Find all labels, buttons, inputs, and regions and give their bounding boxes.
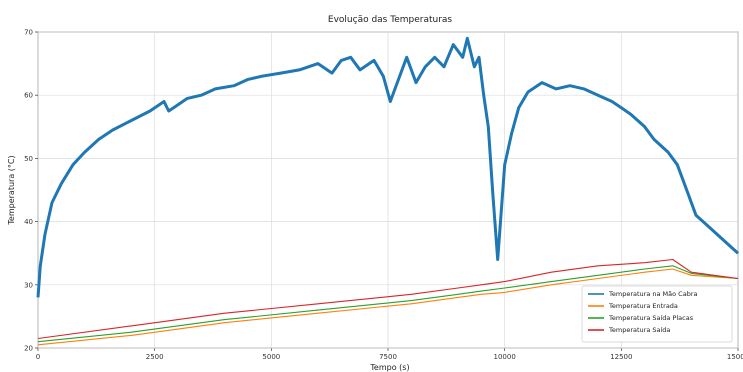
- x-tick-label: 10000: [494, 353, 516, 361]
- y-axis-label: Temperatura (°C): [7, 155, 16, 225]
- x-axis-label: Tempo (s): [369, 363, 409, 372]
- y-tick-label: 40: [24, 218, 33, 226]
- legend-label-1: Temperatura na Mão Cabra: [608, 290, 697, 298]
- x-tick-label: 7500: [379, 353, 397, 361]
- legend-label-3: Temperatura Saída Placas: [608, 314, 694, 322]
- chart-title: Evolução das Temperaturas: [328, 15, 453, 25]
- x-tick-label: 15000: [727, 353, 743, 361]
- legend-box: [581, 285, 733, 343]
- legend-label-4: Temperatura Saída: [608, 326, 670, 334]
- plot-area: 0 2500 5000 7500 10000 12500 15000 20 30 40 50 60 70…: [24, 29, 743, 362]
- series-line-2: [37, 268, 739, 346]
- series-line-3: [37, 265, 739, 343]
- x-tick-label: 12500: [610, 353, 632, 361]
- x-tick-label: 5000: [262, 353, 280, 361]
- y-tick-label: 30: [24, 281, 33, 289]
- x-tick-label: 0: [36, 353, 40, 361]
- series-line-4: [37, 258, 739, 340]
- y-tick-label: 50: [24, 155, 33, 163]
- y-tick-label: 20: [24, 345, 33, 353]
- series-line-1: [36, 36, 740, 298]
- x-tick-label: 2500: [146, 353, 164, 361]
- y-tick-label: 70: [24, 29, 33, 37]
- y-tick-label: 60: [24, 92, 33, 100]
- legend-label-2: Temperatura Entrada: [608, 302, 678, 310]
